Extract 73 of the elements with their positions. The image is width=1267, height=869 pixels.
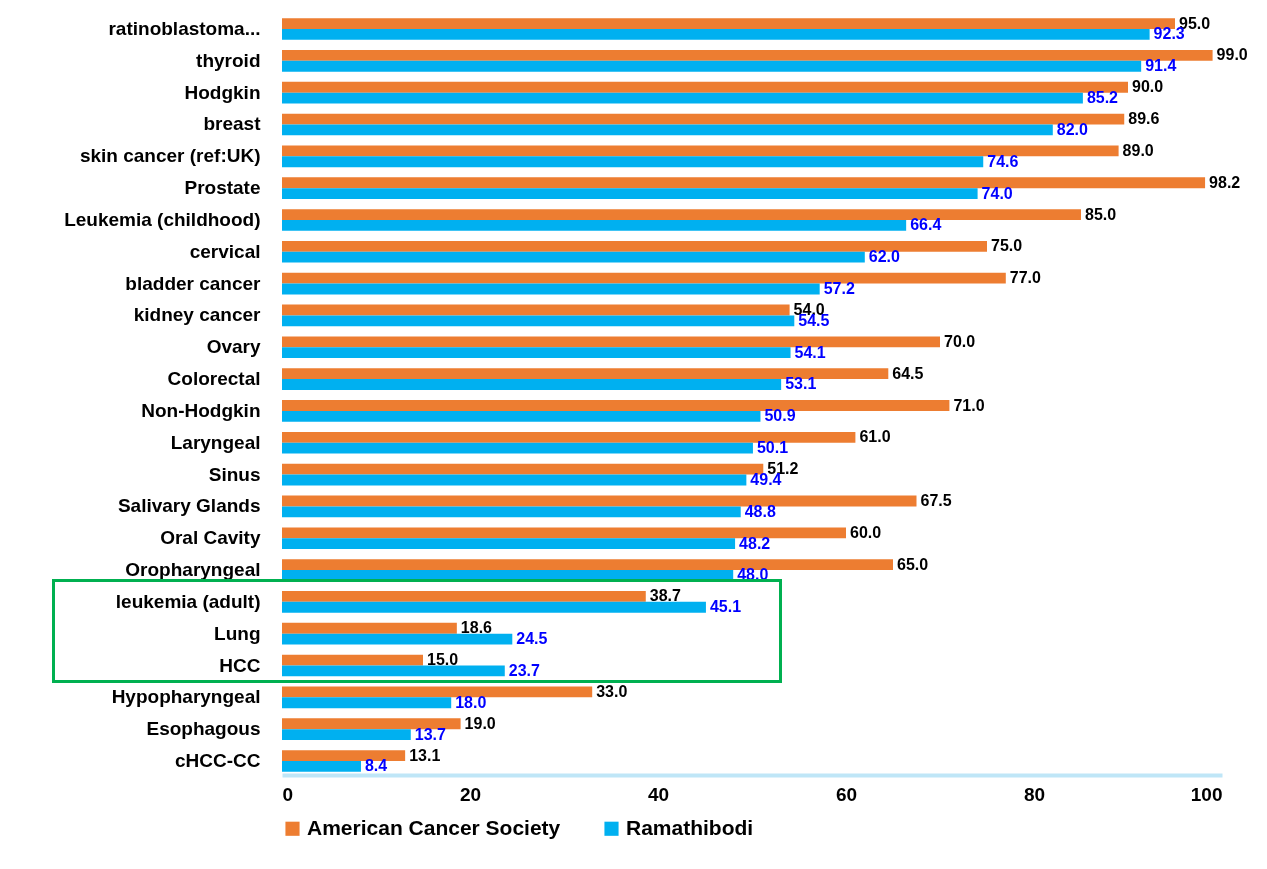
y-tick-label: Prostate: [184, 177, 261, 199]
data-label: 60.0: [850, 523, 882, 541]
data-label: 89.0: [1122, 141, 1154, 159]
data-label: 75.0: [991, 237, 1023, 255]
y-tick-label: Hypopharyngeal: [111, 686, 261, 708]
y-tick-label: ratinoblastoma...: [108, 18, 261, 39]
y-tick-label: leukemia (adult): [115, 590, 261, 612]
y-tick-label: thyroid: [196, 49, 261, 71]
data-label: 85.2: [1086, 89, 1119, 107]
x-tick-label: 100: [1190, 783, 1223, 805]
data-label: 77.0: [1009, 269, 1042, 287]
y-tick-label: breast: [203, 113, 262, 135]
data-label: 18.6: [460, 619, 493, 637]
y-tick-label: Colorectal: [167, 368, 261, 390]
data-label: 18.0: [455, 693, 487, 711]
legend-label: Ramathibodi: [626, 815, 754, 839]
y-tick-label: Oral Cavity: [160, 527, 261, 549]
data-label: 13.1: [409, 746, 441, 764]
data-label: 70.0: [944, 332, 976, 350]
data-label: 98.2: [1209, 173, 1241, 191]
data-label: 67.5: [920, 491, 952, 509]
y-tick-label: Oropharyngeal: [125, 559, 261, 581]
data-label: 61.0: [859, 428, 891, 446]
data-label: 90.0: [1132, 78, 1164, 96]
data-label: 54.1: [794, 343, 826, 361]
y-tick-label: Hodgkin: [184, 81, 261, 103]
y-tick-label: cervical: [189, 240, 261, 262]
x-tick-label: 20: [459, 783, 482, 805]
data-label: 23.7: [508, 661, 541, 679]
data-label: 99.0: [1216, 46, 1248, 64]
data-label: 71.0: [953, 396, 985, 414]
y-tick-label: kidney cancer: [133, 304, 262, 326]
data-label: 64.5: [892, 364, 924, 382]
data-label: 50.9: [764, 407, 796, 425]
y-tick-label: Leukemia (childhood): [64, 208, 261, 230]
data-label: 82.0: [1056, 120, 1089, 138]
data-label: 65.0: [897, 555, 929, 573]
y-tick-label: cHCC-CC: [175, 750, 261, 771]
y-tick-label: Laryngeal: [170, 431, 261, 453]
y-tick-label: Sinus: [208, 463, 261, 485]
y-tick-label: bladder cancer: [125, 272, 262, 294]
y-tick-label: Salivary Glands: [117, 495, 261, 517]
data-label: 38.7: [649, 587, 682, 605]
data-label: 13.7: [414, 725, 447, 743]
x-tick-label: 0: [282, 783, 294, 805]
data-label: 48.8: [744, 502, 776, 520]
y-tick-label: HCC: [219, 654, 261, 676]
x-tick-label: 40: [647, 783, 670, 805]
data-label: 15.0: [427, 651, 459, 669]
y-tick-label: Ovary: [206, 336, 261, 358]
data-label: 89.6: [1128, 110, 1160, 128]
data-label: 66.4: [910, 216, 942, 234]
data-label: 19.0: [464, 714, 496, 732]
data-label: 48.2: [739, 534, 771, 552]
data-label: 62.0: [868, 248, 901, 266]
data-label: 74.0: [981, 184, 1013, 202]
data-label: 33.0: [596, 682, 628, 700]
data-label: 8.4: [364, 757, 388, 775]
data-label: 91.4: [1145, 57, 1177, 75]
y-tick-label: skin cancer (ref:UK): [79, 145, 261, 167]
data-label: 74.6: [987, 152, 1019, 170]
data-label: 50.1: [756, 439, 789, 457]
data-label: 53.1: [785, 375, 817, 393]
y-tick-label: Lung: [214, 622, 261, 644]
data-label: 57.2: [823, 280, 855, 298]
data-label: 85.0: [1085, 205, 1117, 223]
y-tick-label: Non-Hodgkin: [141, 399, 261, 421]
x-tick-label: 60: [835, 783, 858, 805]
x-tick-label: 80: [1023, 783, 1046, 805]
data-label: 24.5: [516, 630, 548, 648]
data-label: 45.1: [709, 598, 742, 616]
y-tick-label: Esophagous: [146, 718, 261, 740]
legend-label: American Cancer Society: [307, 815, 561, 839]
